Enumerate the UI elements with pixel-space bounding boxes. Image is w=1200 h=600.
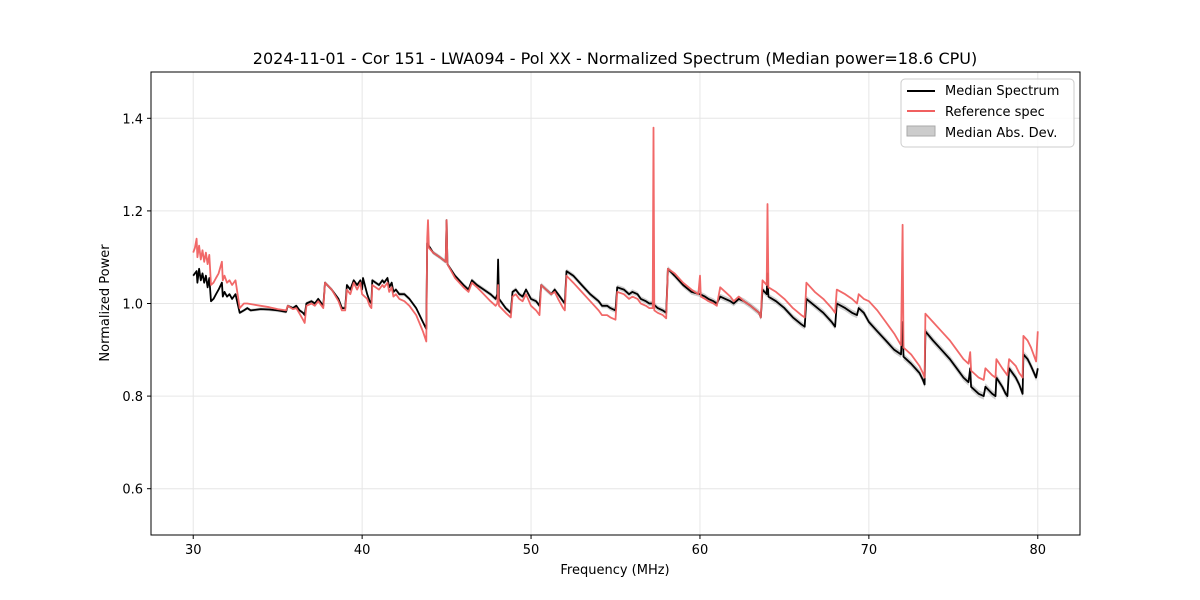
y-tick-label: 1.2 — [122, 205, 143, 220]
x-tick-label: 30 — [185, 543, 202, 558]
legend: Median Spectrum Reference spec Median Ab… — [900, 78, 1075, 148]
x-tick-label: 70 — [861, 543, 878, 558]
plot-area — [192, 126, 1039, 400]
x-tick-label: 80 — [1029, 543, 1046, 558]
legend-box — [900, 78, 1075, 148]
legend-mad-swatch — [906, 125, 936, 137]
reference-spectrum-line — [192, 126, 1039, 381]
x-axis: 30 40 50 60 70 80 — [185, 535, 1046, 558]
x-tick-label: 50 — [523, 543, 540, 558]
chart-title: 2024-11-01 - Cor 151 - LWA094 - Pol XX -… — [253, 49, 977, 68]
y-tick-label: 1.4 — [122, 112, 143, 127]
legend-median-label: Median Spectrum — [945, 84, 1059, 99]
legend-mad-label: Median Abs. Dev. — [945, 126, 1057, 141]
y-axis: 0.6 0.8 1.0 1.2 1.4 — [122, 112, 151, 498]
median-spectrum-line — [192, 219, 1039, 398]
y-tick-label: 0.8 — [122, 390, 143, 405]
x-tick-label: 60 — [692, 543, 709, 558]
y-axis-label: Normalized Power — [98, 244, 113, 362]
y-tick-label: 0.6 — [122, 483, 143, 498]
y-tick-label: 1.0 — [122, 298, 143, 313]
legend-reference-label: Reference spec — [945, 105, 1045, 120]
x-axis-label: Frequency (MHz) — [560, 563, 669, 578]
x-tick-label: 40 — [354, 543, 371, 558]
